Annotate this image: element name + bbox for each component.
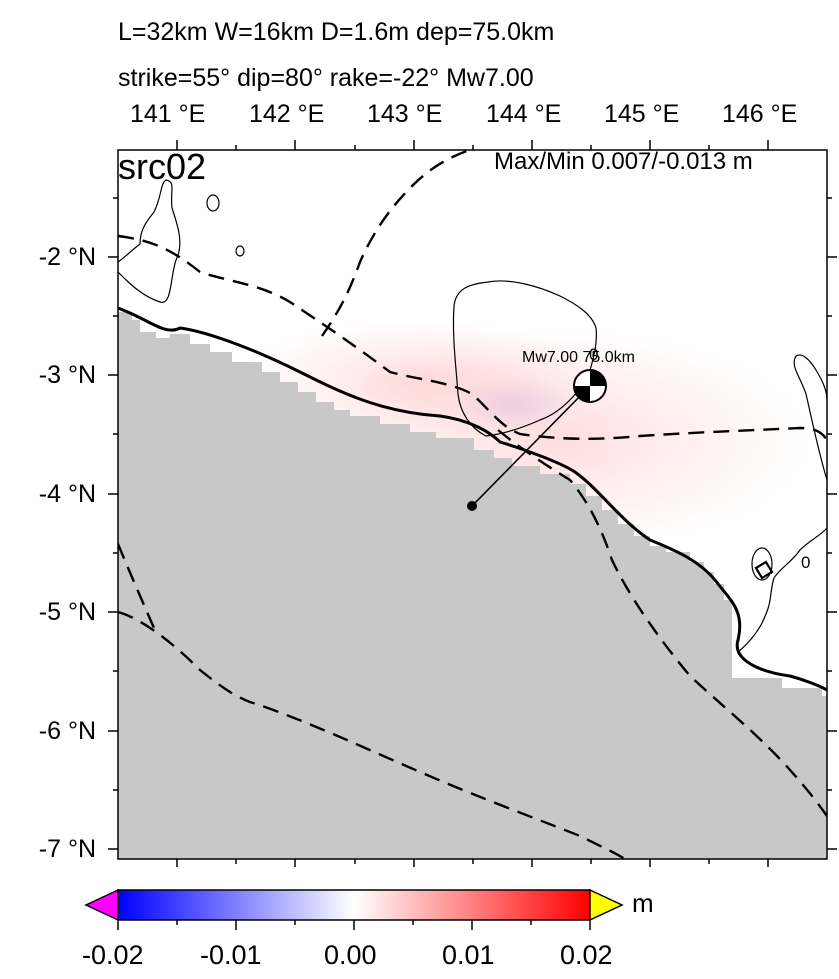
plate-boundary-2 — [321, 150, 471, 337]
epicenter-marker — [467, 501, 477, 511]
offset-line — [471, 386, 590, 507]
contour-blob-3 — [751, 547, 773, 581]
lat-label-5: -5 °N — [38, 598, 96, 626]
lat-label-3: -3 °N — [38, 361, 96, 389]
lat-label-7: -7 °N — [38, 835, 96, 863]
lon-label-146: 146 °E — [722, 100, 798, 128]
lon-label-142: 142 °E — [249, 100, 325, 128]
colorbar-tick-label: 0.00 — [324, 940, 377, 970]
lat-label-6: -6 °N — [38, 717, 96, 745]
max-min-label: Max/Min 0.007/-0.013 m — [494, 148, 753, 175]
contour-line-east — [737, 354, 827, 653]
colorbar-tick-label: -0.01 — [200, 940, 262, 970]
colorbar-unit: m — [632, 888, 654, 918]
coastline — [118, 306, 827, 692]
contour-blob-1 — [206, 194, 220, 212]
lon-label-141: 141 °E — [130, 100, 206, 128]
contour-line-west — [118, 179, 181, 303]
plate-boundary-4 — [118, 610, 628, 859]
event-label: Mw7.00 75.0km — [522, 349, 635, 366]
top-ticks — [176, 140, 769, 150]
contour-blob-4 — [754, 560, 774, 580]
lat-label-4: -4 °N — [38, 480, 96, 508]
plate-boundary-5 — [118, 543, 156, 629]
colorbar — [84, 888, 624, 930]
left-ticks — [108, 197, 118, 850]
contour-line-island — [452, 280, 597, 437]
lon-label-144: 144 °E — [486, 100, 562, 128]
contour-label-zero: 0 — [589, 345, 598, 364]
plate-boundary-3 — [497, 429, 827, 817]
plate-boundary-1 — [118, 234, 827, 441]
lon-label-145: 145 °E — [604, 100, 680, 128]
colorbar-tick-label: 0.01 — [442, 940, 495, 970]
focal-mechanism-beachball — [573, 369, 607, 403]
colorbar-gradient — [117, 889, 591, 921]
contour-blob-2 — [235, 245, 245, 257]
source-label: src02 — [118, 146, 207, 187]
bottom-ticks — [176, 859, 769, 867]
lat-label-2: -2 °N — [38, 243, 96, 271]
map-title-line2: strike=55° dip=80° rake=-22° Mw7.00 — [118, 64, 534, 92]
subsidence-shading — [455, 375, 575, 435]
colorbar-tick-label: -0.02 — [82, 940, 144, 970]
lon-label-143: 143 °E — [367, 100, 443, 128]
colorbar-low-triangle — [84, 888, 119, 922]
colorbar-high-triangle — [589, 888, 624, 922]
colorbar-tick-label: 0.02 — [560, 940, 613, 970]
map-title-line1: L=32km W=16km D=1.6m dep=75.0km — [118, 18, 555, 46]
contour-label-zero-east: 0 — [801, 553, 810, 572]
land-mask — [118, 312, 827, 859]
right-ticks — [827, 197, 837, 850]
